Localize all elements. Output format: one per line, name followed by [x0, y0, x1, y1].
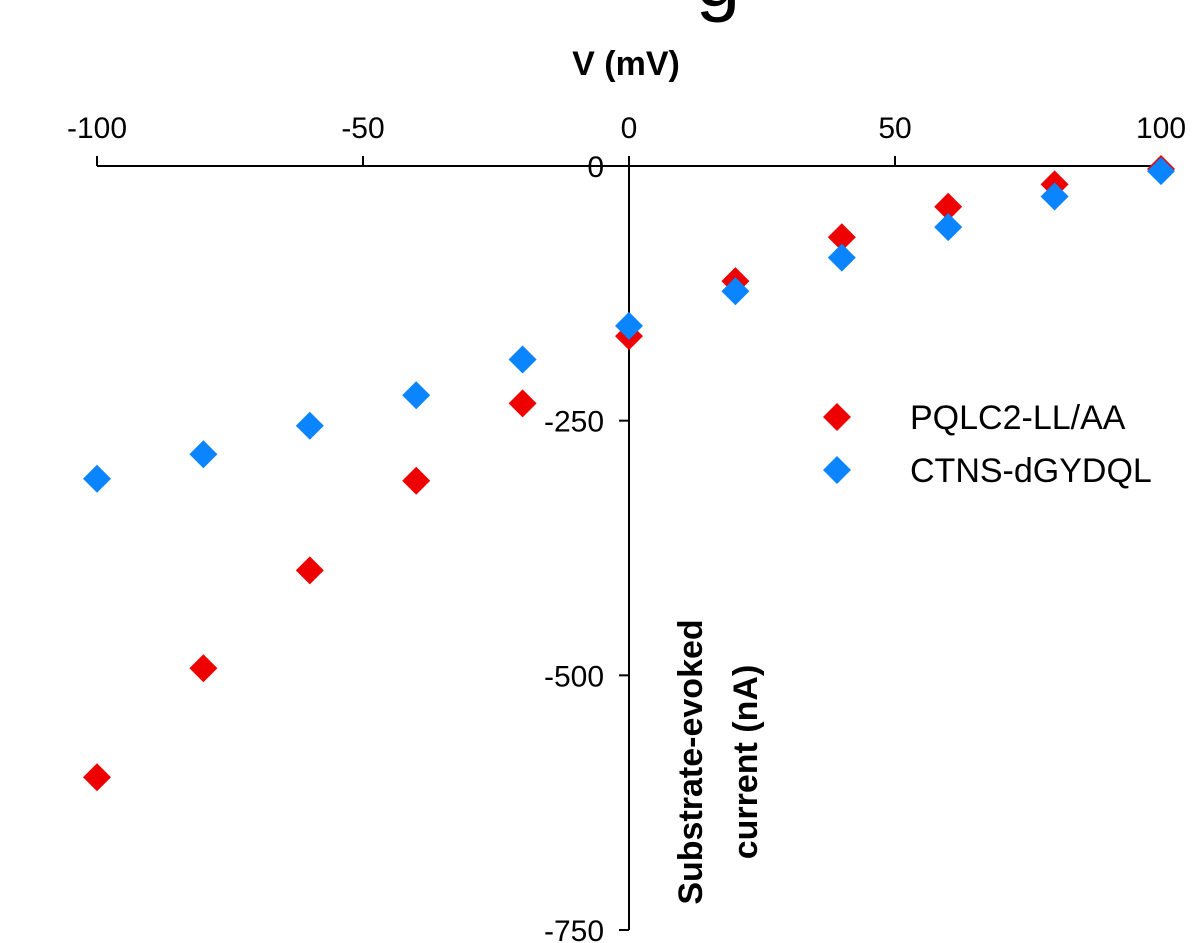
data-point-ctns — [1040, 182, 1069, 211]
data-point-pqlc2 — [934, 192, 963, 221]
y-axis-ticks: 0 -250 -500 -750 — [544, 151, 629, 943]
y-tick-label: -250 — [544, 406, 604, 439]
cut-off-title-fragment: g — [696, 0, 741, 23]
y-tick-label: -500 — [544, 660, 604, 693]
legend: PQLC2-LL/AA CTNS-dGYDQL — [823, 399, 1152, 490]
data-point-pqlc2 — [83, 763, 111, 792]
x-tick-label: -50 — [341, 112, 384, 145]
legend-label: CTNS-dGYDQL — [910, 452, 1152, 490]
data-point-ctns — [83, 464, 111, 493]
y-tick-label: 0 — [587, 151, 604, 184]
x-axis: -100 -50 0 50 100 — [67, 112, 1186, 167]
data-point-pqlc2 — [295, 556, 324, 585]
data-point-ctns — [934, 213, 963, 242]
data-point-ctns — [189, 440, 218, 469]
data-point-ctns — [827, 243, 856, 272]
x-tick-label: 50 — [878, 112, 911, 145]
data-point-pqlc2 — [189, 654, 218, 683]
y-tick-label: -750 — [544, 915, 604, 943]
x-tick-label: -100 — [67, 112, 127, 145]
data-point-pqlc2 — [402, 466, 431, 495]
y-axis-title-line-1: Substrate-evoked — [672, 619, 710, 904]
y-axis-title-line-2: current (nA) — [727, 665, 765, 860]
data-point-ctns — [402, 381, 431, 410]
x-axis-ticks: -100 -50 0 50 100 — [67, 112, 1186, 166]
data-point-ctns — [508, 345, 537, 374]
x-axis-title: V (mV) — [572, 45, 680, 83]
legend-marker — [823, 456, 851, 484]
legend-marker — [823, 403, 851, 431]
y-axis-title: Substrate-evoked current (nA) — [672, 619, 765, 904]
y-axis: 0 -250 -500 -750 — [544, 151, 630, 943]
data-point-pqlc2 — [827, 223, 856, 252]
data-points — [83, 155, 1175, 792]
x-tick-label: 0 — [621, 112, 638, 145]
data-point-ctns — [721, 277, 750, 306]
data-point-ctns — [1147, 157, 1175, 186]
data-point-pqlc2 — [508, 389, 537, 418]
x-tick-label: 100 — [1136, 112, 1186, 145]
legend-label: PQLC2-LL/AA — [910, 399, 1126, 437]
data-point-ctns — [615, 311, 643, 340]
data-point-ctns — [295, 411, 324, 440]
